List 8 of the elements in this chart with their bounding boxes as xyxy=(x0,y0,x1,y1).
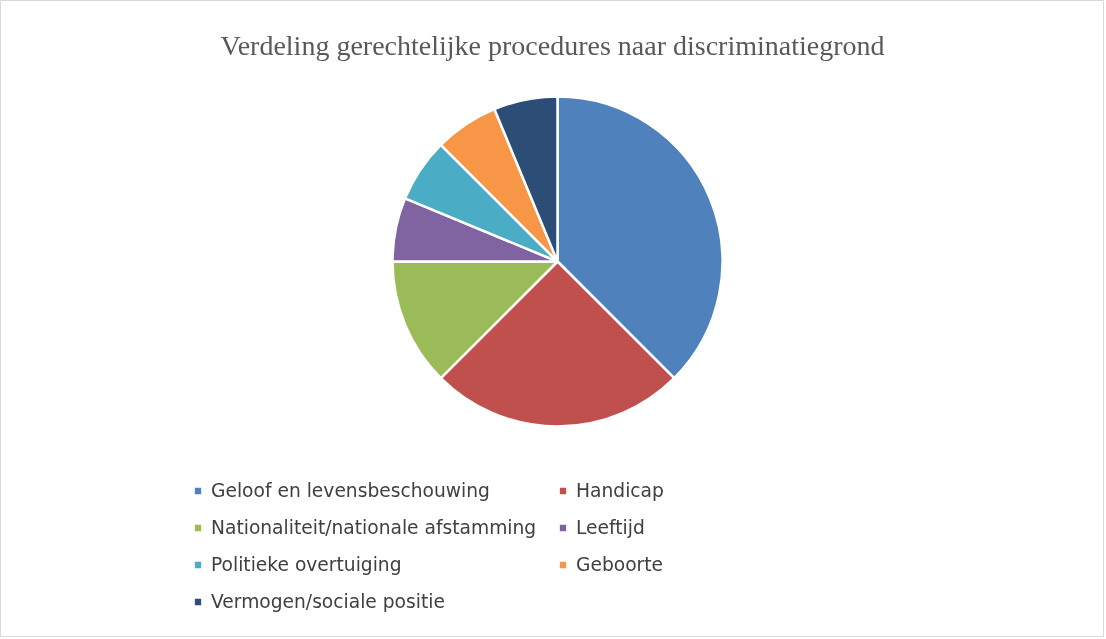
legend-label: Vermogen/sociale positie xyxy=(211,591,446,612)
legend-label: Geloof en levensbeschouwing xyxy=(211,480,491,501)
legend-label: Handicap xyxy=(576,480,665,501)
chart-title: Verdeling gerechtelijke procedures naar discriminatiegrond xyxy=(220,30,885,61)
legend-label: Nationaliteit/nationale afstamming xyxy=(211,517,538,538)
legend-label: Politieke overtuiging xyxy=(211,554,403,575)
legend-label: Geboorte xyxy=(576,554,665,575)
legend-label: Leeftijd xyxy=(576,517,646,538)
